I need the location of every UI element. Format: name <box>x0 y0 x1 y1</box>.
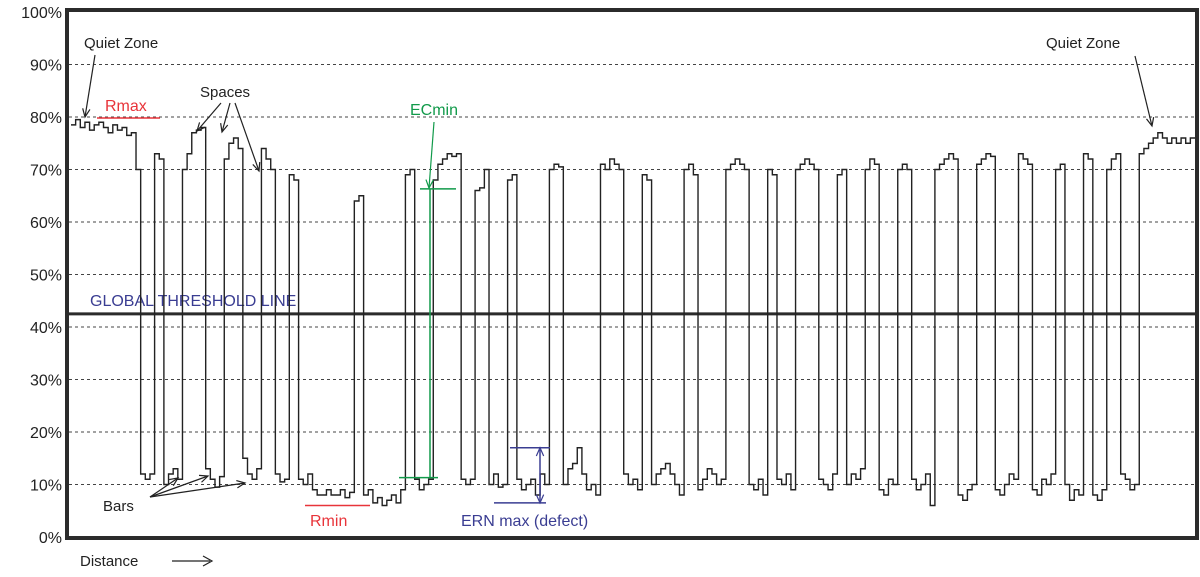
y-tick-label: 40% <box>30 320 62 337</box>
x-axis-label-group: Distance <box>80 553 214 570</box>
y-tick-label: 70% <box>30 163 62 180</box>
spaces-arrow-1-arrowhead-icon <box>196 122 206 133</box>
ecmin-label: ECmin <box>410 102 458 119</box>
threshold-layer: GLOBAL THRESHOLD LINE <box>67 293 1197 316</box>
spaces-arrow-2-line <box>221 102 231 133</box>
spaces-arrow-2-arrowhead-icon <box>220 123 229 134</box>
x-axis-label: Distance <box>80 553 138 570</box>
y-tick-label: 60% <box>30 215 62 232</box>
ern-max-label: ERN max (defect) <box>461 513 588 530</box>
plot-frame <box>65 8 1199 540</box>
ern-down-arrowhead-icon <box>535 494 545 505</box>
bars-label: Bars <box>103 498 134 515</box>
rmin-label: Rmin <box>310 513 347 530</box>
quiet-zone-left-label: Quiet Zone <box>84 35 158 52</box>
ern-up-arrowhead-icon <box>535 446 545 457</box>
bars-arrow-1-line <box>149 477 179 498</box>
y-tick-label: 50% <box>30 268 62 285</box>
spaces-label: Spaces <box>200 84 250 101</box>
spaces-arrow-1-line <box>196 102 222 132</box>
y-tick-labels: 0% 10% 20% 30% 40% 50% 60% 70% 80% 90% 100% <box>21 5 62 547</box>
bars-arrow-2-arrowhead-icon <box>198 474 210 483</box>
y-tick-label: 20% <box>30 425 62 442</box>
y-tick-label: 90% <box>30 58 62 75</box>
bars-arrow-2-line <box>149 475 209 498</box>
spaces-arrow-3-arrowhead-icon <box>252 161 261 173</box>
y-tick-label: 0% <box>39 530 62 547</box>
annotation-layer: Quiet Zone Quiet Zone Rmax Spaces Bars Rmin EC… <box>82 35 1155 530</box>
ecmin-arrow-arrowhead-icon <box>425 179 434 190</box>
y-tick-label: 10% <box>30 478 62 495</box>
bars-arrow-1-arrowhead-icon <box>169 477 180 486</box>
quiet-zone-right-arrow-line <box>1134 55 1153 127</box>
quiet-zone-right-arrow-arrowhead-icon <box>1146 117 1155 128</box>
y-tick-label: 80% <box>30 110 62 127</box>
rmax-label: Rmax <box>105 98 147 115</box>
trace-layer <box>71 118 1195 507</box>
y-tick-label: 100% <box>21 5 62 22</box>
distance-arrow-icon <box>172 555 214 567</box>
bars-arrow-3-line <box>149 482 246 498</box>
quiet-zone-left-arrow-line <box>84 54 96 118</box>
ecmin-arrow-line <box>428 121 435 189</box>
y-tick-label: 30% <box>30 373 62 390</box>
quiet-zone-right-label: Quiet Zone <box>1046 35 1120 52</box>
bars-arrow-3-arrowhead-icon <box>236 479 247 489</box>
reflectance-trace <box>71 118 1195 507</box>
threshold-label: GLOBAL THRESHOLD LINE <box>90 293 296 310</box>
spaces-arrow-3-line <box>234 102 260 172</box>
grid-layer <box>69 64 1196 485</box>
quiet-zone-left-arrow-arrowhead-icon <box>82 108 91 119</box>
